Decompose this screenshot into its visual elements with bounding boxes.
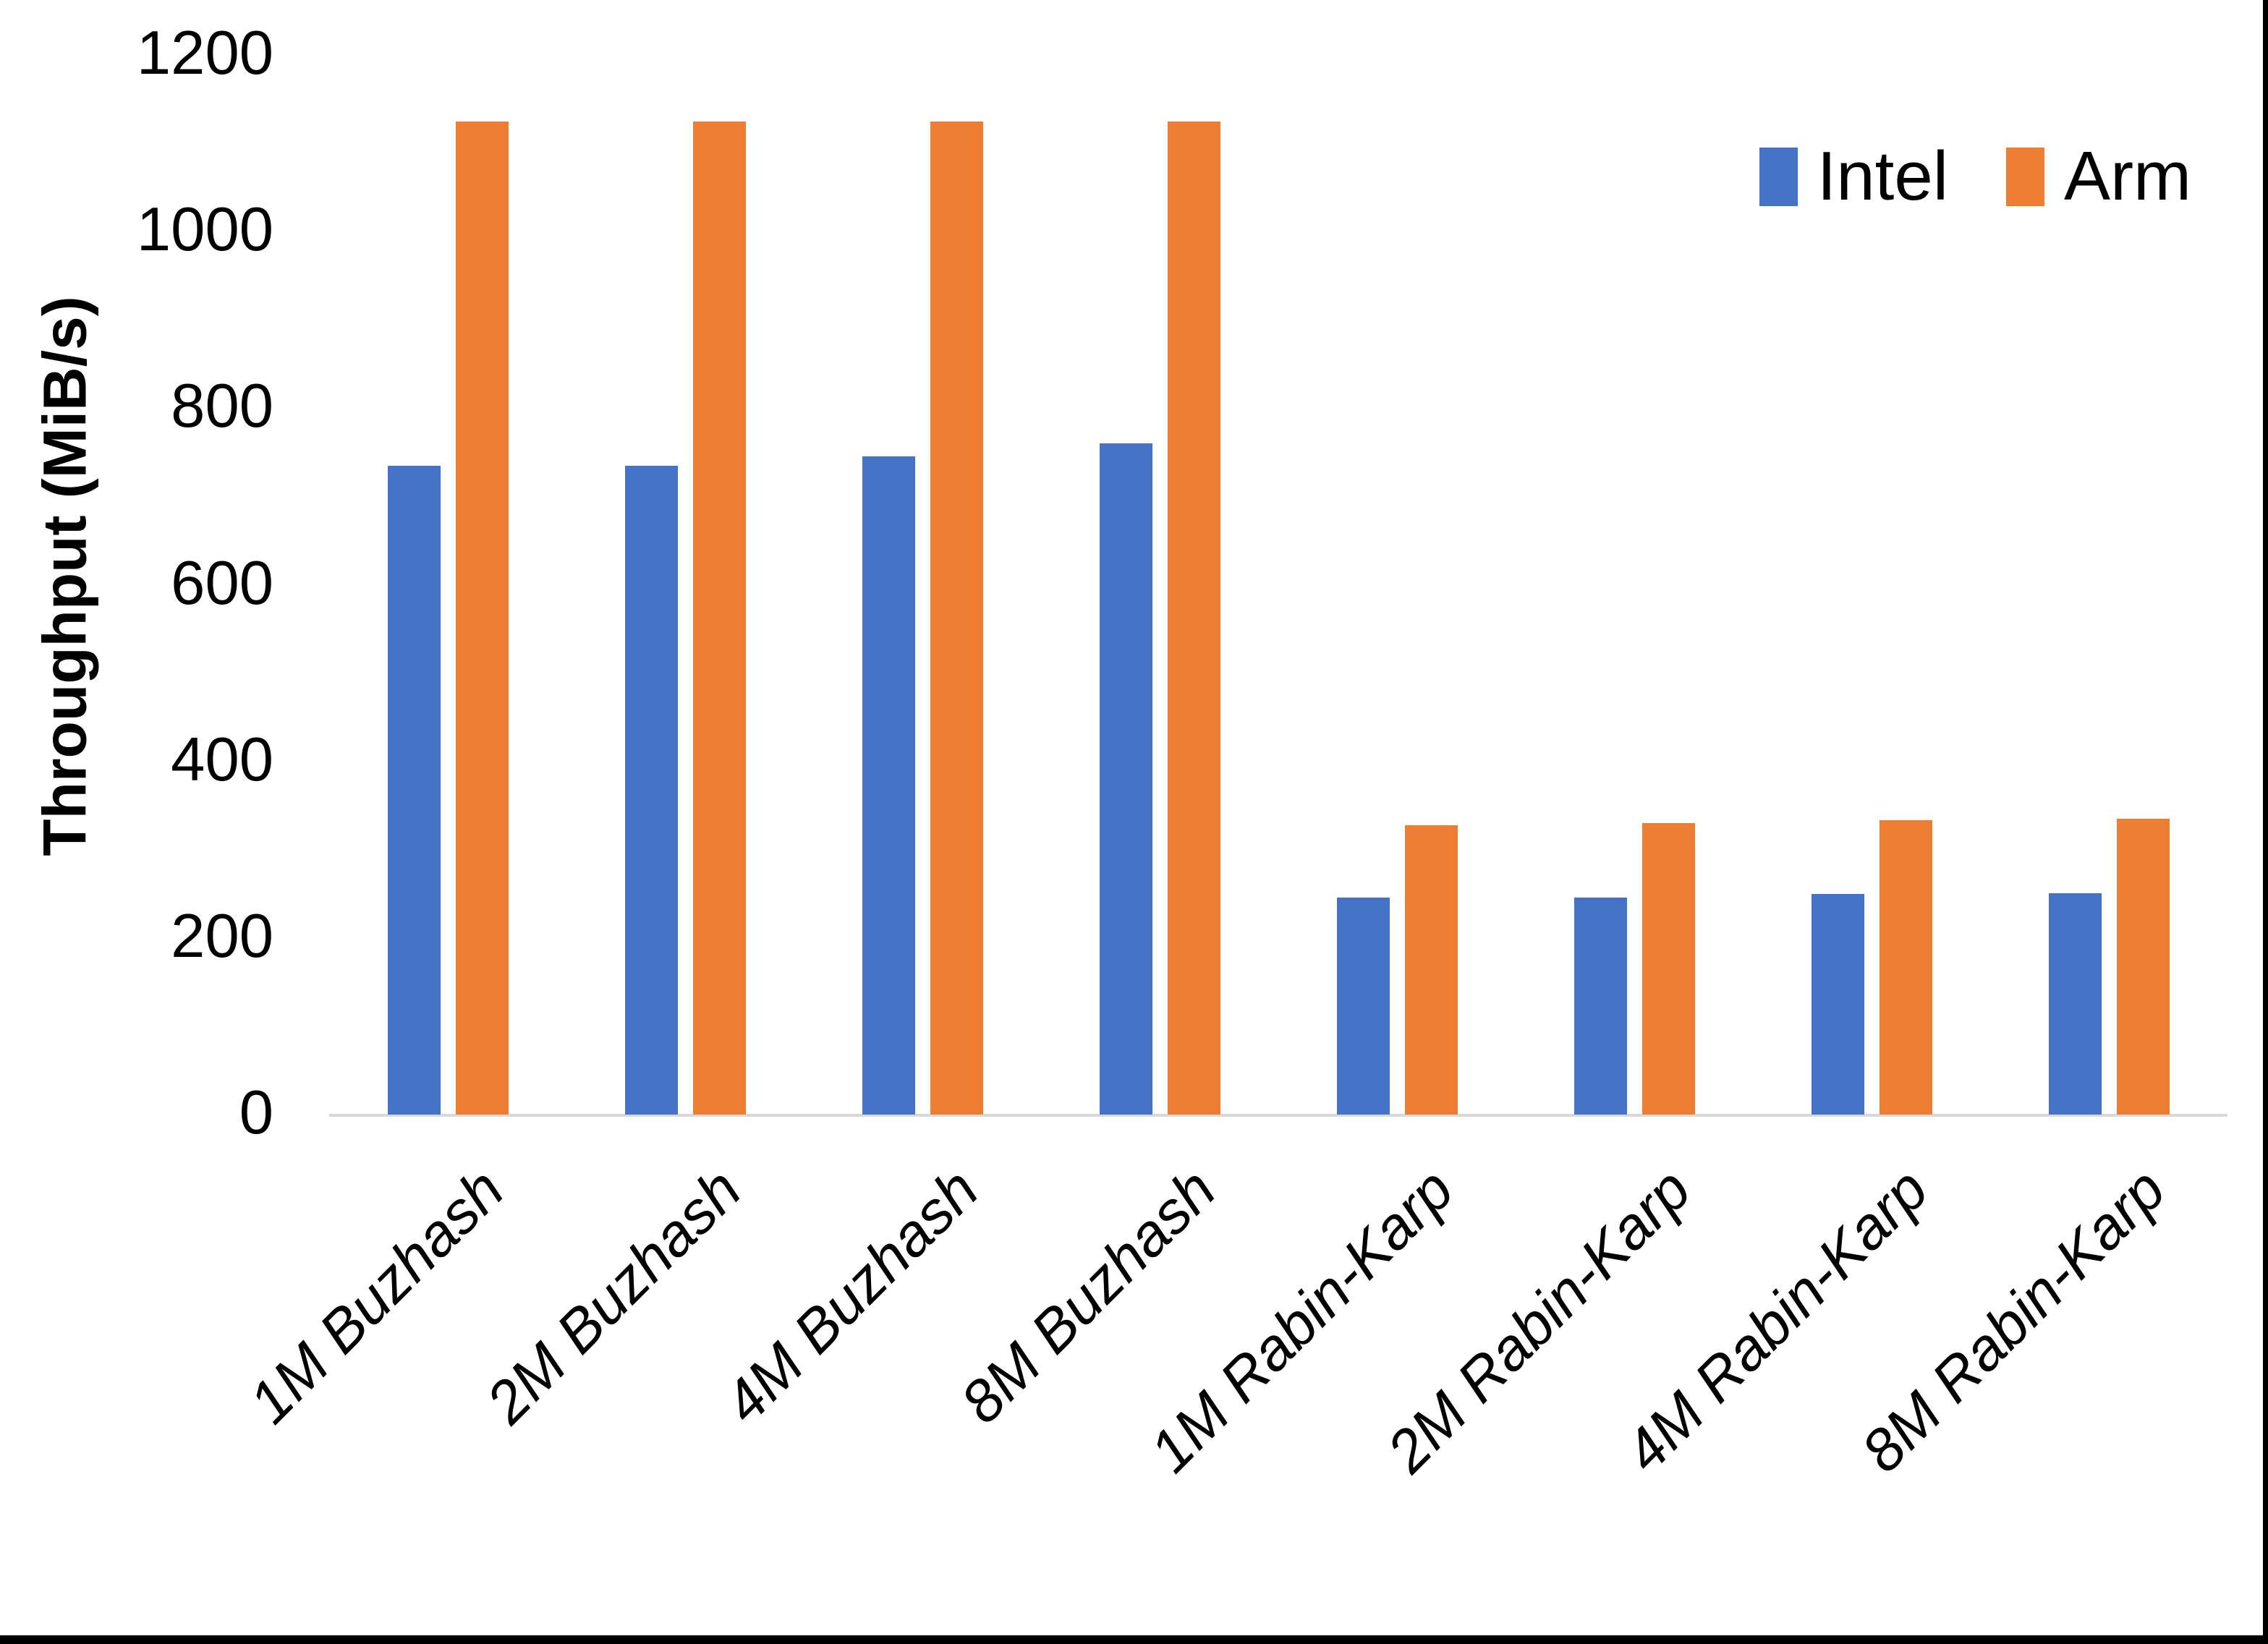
bar-arm-5 [1404, 825, 1458, 1115]
y-tick-label-400: 400 [171, 725, 273, 794]
y-tick-label-1000: 1000 [136, 195, 273, 265]
x-category-label-1: 1M Buzhash [237, 1156, 517, 1436]
y-tick-label-200: 200 [171, 901, 273, 971]
legend-label-arm: Arm [2064, 137, 2191, 215]
right-border [2263, 0, 2268, 1644]
bar-intel-4 [1099, 443, 1152, 1115]
bar-intel-1 [387, 466, 441, 1115]
bar-intel-6 [1573, 898, 1627, 1115]
legend-swatch-intel-icon [1759, 147, 1798, 206]
legend-item-arm: Arm [2006, 142, 2191, 211]
y-tick-label-600: 600 [171, 548, 273, 618]
bar-intel-5 [1336, 898, 1390, 1115]
bar-arm-6 [1641, 823, 1695, 1115]
y-tick-label-800: 800 [171, 372, 273, 441]
bar-intel-2 [624, 466, 678, 1115]
legend-swatch-arm-icon [2006, 147, 2045, 206]
legend-item-intel: Intel [1759, 142, 1948, 211]
x-category-label-2: 2M Buzhash [474, 1156, 755, 1436]
legend-label-intel: Intel [1817, 137, 1949, 215]
bar-intel-3 [862, 456, 915, 1115]
legend: Intel Arm [1759, 142, 2191, 211]
bar-intel-7 [1811, 894, 1864, 1115]
bottom-border [0, 1635, 2268, 1644]
bar-arm-1 [455, 122, 509, 1115]
bar-arm-8 [2116, 819, 2170, 1115]
bar-arm-2 [692, 122, 746, 1115]
x-category-label-3: 4M Buzhash [711, 1156, 992, 1436]
bar-arm-7 [1879, 820, 1932, 1115]
x-axis-line [329, 1114, 2227, 1117]
y-tick-label-1200: 1200 [136, 19, 273, 88]
bar-arm-4 [1167, 122, 1220, 1115]
y-tick-label-0: 0 [239, 1078, 273, 1148]
bar-arm-3 [930, 122, 983, 1115]
bar-intel-8 [2048, 893, 2102, 1115]
